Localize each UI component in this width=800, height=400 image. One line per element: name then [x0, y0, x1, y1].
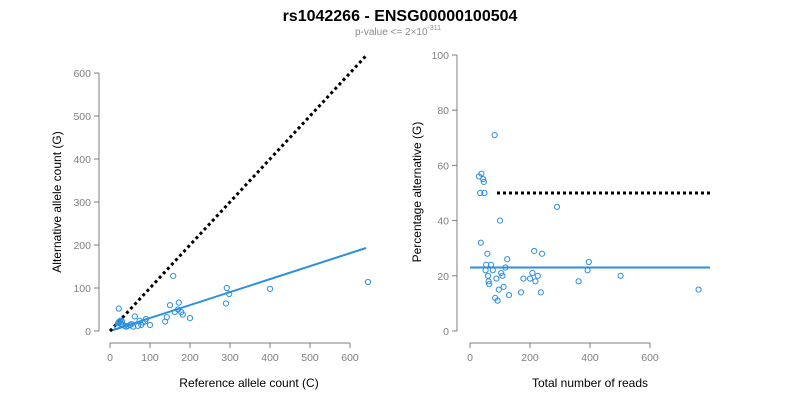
chart-title: rs1042266 - ENSG00000100504 — [283, 8, 518, 25]
x-tick-label: 500 — [301, 352, 319, 364]
y-tick-label: 40 — [437, 216, 449, 228]
data-point — [553, 203, 561, 210]
y-tick-label: 300 — [73, 197, 91, 209]
x-tick-label: 400 — [261, 352, 279, 364]
x-axis-title: Total number of reads — [532, 376, 648, 390]
data-point — [499, 272, 506, 279]
y-tick-label: 20 — [437, 271, 449, 283]
x-tick-label: 300 — [221, 352, 239, 364]
data-point — [477, 239, 484, 246]
allele-count-scatter-panel: Reference allele count (C) Alternative a… — [50, 54, 372, 390]
data-point — [489, 267, 496, 274]
data-point — [142, 318, 149, 325]
data-point — [617, 272, 624, 279]
data-point — [364, 278, 372, 286]
data-point — [480, 176, 487, 183]
data-point — [495, 286, 502, 293]
data-point — [695, 286, 702, 293]
y-tick-label: 80 — [437, 105, 449, 117]
data-point — [517, 289, 525, 296]
data-point — [505, 292, 513, 299]
data-point — [484, 250, 491, 257]
x-tick-label: 100 — [141, 352, 159, 364]
data-point — [585, 258, 592, 266]
x-tick-label: 200 — [181, 352, 199, 364]
data-point — [486, 280, 493, 288]
y-axis-title: Alternative allele count (G) — [50, 131, 64, 272]
data-point — [491, 131, 498, 139]
data-point — [166, 302, 174, 309]
y-tick-label: 0 — [85, 326, 91, 338]
x-axis-title: Reference allele count (C) — [179, 376, 318, 390]
data-point — [520, 275, 527, 282]
y-tick-label: 500 — [73, 111, 91, 123]
data-point — [223, 284, 230, 292]
chart-subtitle: p-value <= 2×10-311 — [355, 25, 441, 38]
y-tick-label: 600 — [73, 68, 91, 80]
reference-line — [108, 54, 368, 333]
data-point — [575, 278, 582, 285]
data-point — [531, 247, 538, 255]
data-point — [480, 178, 487, 186]
data-point — [478, 170, 485, 177]
y-tick-label: 200 — [73, 240, 91, 252]
data-point — [538, 250, 546, 257]
data-point — [115, 305, 122, 312]
fit-line — [109, 247, 367, 332]
x-tick-label: 400 — [581, 352, 599, 364]
x-tick-label: 0 — [467, 352, 473, 364]
data-point — [537, 289, 544, 296]
y-tick-label: 60 — [437, 160, 449, 172]
y-tick-label: 100 — [73, 283, 91, 295]
data-point — [484, 272, 492, 279]
x-tick-label: 600 — [341, 352, 359, 364]
data-point — [500, 283, 507, 290]
y-tick-label: 0 — [443, 326, 449, 338]
data-point — [146, 321, 154, 329]
data-point — [494, 297, 501, 304]
data-point — [485, 278, 492, 285]
x-tick-label: 0 — [107, 352, 113, 364]
data-point — [534, 272, 541, 279]
data-point — [487, 261, 495, 268]
data-point — [170, 272, 177, 280]
data-point — [493, 275, 500, 282]
subtitle-exponent: -311 — [428, 25, 442, 32]
data-point — [142, 315, 150, 323]
data-point — [163, 314, 170, 321]
data-point — [266, 285, 274, 292]
data-point — [504, 256, 511, 263]
data-point — [175, 299, 182, 306]
data-point — [584, 267, 591, 274]
percentage-scatter-panel: Total number of reads Percentage alterna… — [410, 50, 710, 390]
data-point — [179, 311, 186, 318]
y-tick-label: 400 — [73, 154, 91, 166]
y-axis-title: Percentage alternative (G) — [410, 122, 424, 263]
data-point — [502, 264, 509, 271]
x-tick-label: 600 — [641, 352, 659, 364]
data-point — [496, 217, 504, 224]
x-tick-label: 200 — [521, 352, 539, 364]
data-point — [186, 315, 194, 322]
data-point — [131, 313, 138, 320]
data-point — [226, 290, 233, 298]
data-point — [222, 300, 230, 307]
data-point — [477, 189, 484, 197]
y-tick-label: 100 — [431, 50, 449, 62]
data-point — [529, 269, 536, 277]
data-point — [481, 189, 488, 197]
data-point — [532, 278, 539, 285]
subtitle-prefix: p-value <= 2×10 — [355, 27, 428, 38]
data-point — [526, 275, 534, 282]
